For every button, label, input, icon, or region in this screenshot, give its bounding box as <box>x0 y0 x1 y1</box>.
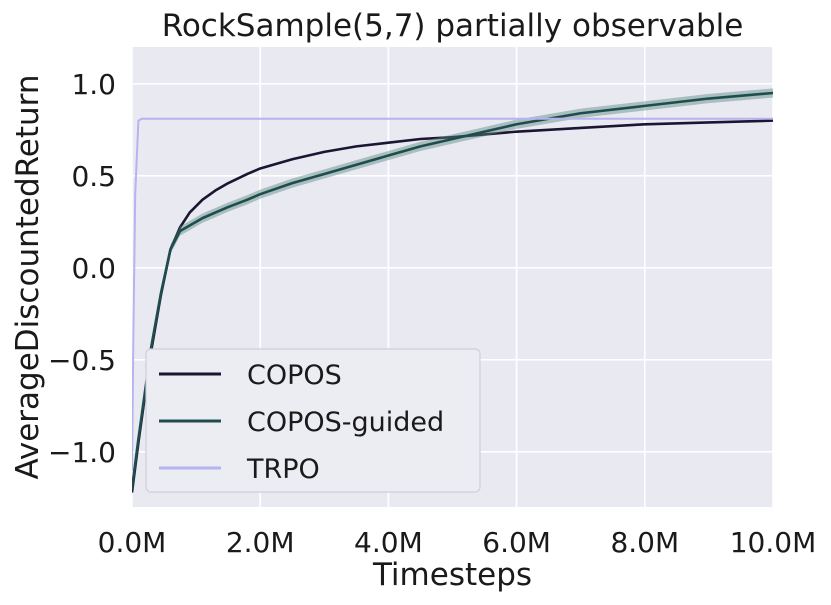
x-tick-label: 4.0M <box>354 526 423 559</box>
data-point <box>579 127 582 129</box>
data-point <box>150 346 153 348</box>
legend-box <box>145 348 481 493</box>
data-point <box>179 226 181 229</box>
data-point <box>132 340 135 343</box>
data-point <box>259 117 262 120</box>
data-point <box>227 182 229 184</box>
data-point <box>708 97 710 100</box>
data-point <box>134 193 137 195</box>
data-point <box>772 117 773 120</box>
data-point <box>201 198 204 201</box>
series-trpo <box>132 117 773 471</box>
data-point <box>355 145 358 148</box>
data-point <box>451 138 454 140</box>
data-point <box>355 163 358 166</box>
data-point <box>419 145 422 148</box>
data-point <box>227 206 229 208</box>
legend-label: TRPO <box>246 454 320 485</box>
legend-item: COPOS <box>159 360 342 391</box>
data-point <box>291 158 294 161</box>
data-point <box>246 198 249 201</box>
data-point <box>515 130 518 133</box>
data-point <box>132 491 133 494</box>
x-tick-label: 8.0M <box>610 526 679 559</box>
y-tick-label: 0.5 <box>71 160 116 193</box>
series-copos-guided <box>132 88 773 494</box>
data-point <box>132 487 133 490</box>
legend-item: TRPO <box>159 454 320 485</box>
x-tick-label: 0.0M <box>98 526 167 559</box>
data-point <box>515 123 518 126</box>
legend-label: COPOS <box>247 360 342 391</box>
data-point <box>188 224 191 227</box>
data-point <box>708 121 710 124</box>
data-point <box>214 211 217 214</box>
legend-label: COPOS-guided <box>247 407 444 438</box>
data-point <box>214 189 217 192</box>
data-point <box>387 141 390 144</box>
data-point <box>144 392 146 394</box>
data-point <box>772 119 773 122</box>
data-point <box>387 117 390 120</box>
data-point <box>451 136 454 138</box>
data-point <box>291 182 294 184</box>
data-point <box>163 117 165 120</box>
data-point <box>579 112 582 115</box>
data-point <box>188 211 191 214</box>
x-tick-label: 2.0M <box>226 526 295 559</box>
data-point <box>323 173 326 175</box>
y-tick-label: 1.0 <box>71 68 116 101</box>
series-line <box>132 91 773 489</box>
y-tick-label: −0.5 <box>48 344 116 377</box>
data-point <box>644 105 646 107</box>
data-point <box>246 173 249 175</box>
data-point <box>419 138 422 140</box>
data-point <box>515 117 518 120</box>
y-axis-ticks: −1.0 −0.5 0.0 0.5 1.0 <box>48 68 116 469</box>
data-point <box>644 123 646 126</box>
data-point <box>179 230 181 232</box>
data-point <box>137 119 140 122</box>
data-point <box>132 469 133 471</box>
data-point <box>259 167 262 170</box>
data-point <box>140 117 143 120</box>
data-point <box>772 92 773 94</box>
data-point <box>160 292 162 295</box>
chart-title: RockSample(5,7) partially observable <box>162 8 744 44</box>
y-axis-label: AverageDiscountedReturn <box>10 74 46 479</box>
series-layer <box>132 88 773 494</box>
x-axis-ticks: 0.0M 2.0M 4.0M 6.0M 8.0M 10.0M <box>98 526 817 559</box>
data-point <box>195 117 197 120</box>
x-axis-label: Timesteps <box>372 557 532 593</box>
x-tick-label: 10.0M <box>730 526 817 559</box>
y-tick-label: −1.0 <box>48 436 116 469</box>
data-point <box>147 117 149 120</box>
data-point <box>169 248 172 251</box>
y-tick-label: 0.0 <box>71 252 116 285</box>
data-point <box>387 154 390 157</box>
data-point <box>644 117 646 120</box>
data-point <box>137 438 140 440</box>
x-tick-label: 6.0M <box>482 526 551 559</box>
data-point <box>323 151 326 153</box>
legend: COPOS COPOS-guided TRPO <box>145 348 481 493</box>
legend-item: COPOS-guided <box>159 407 444 438</box>
data-point <box>201 217 204 219</box>
data-point <box>259 193 262 195</box>
